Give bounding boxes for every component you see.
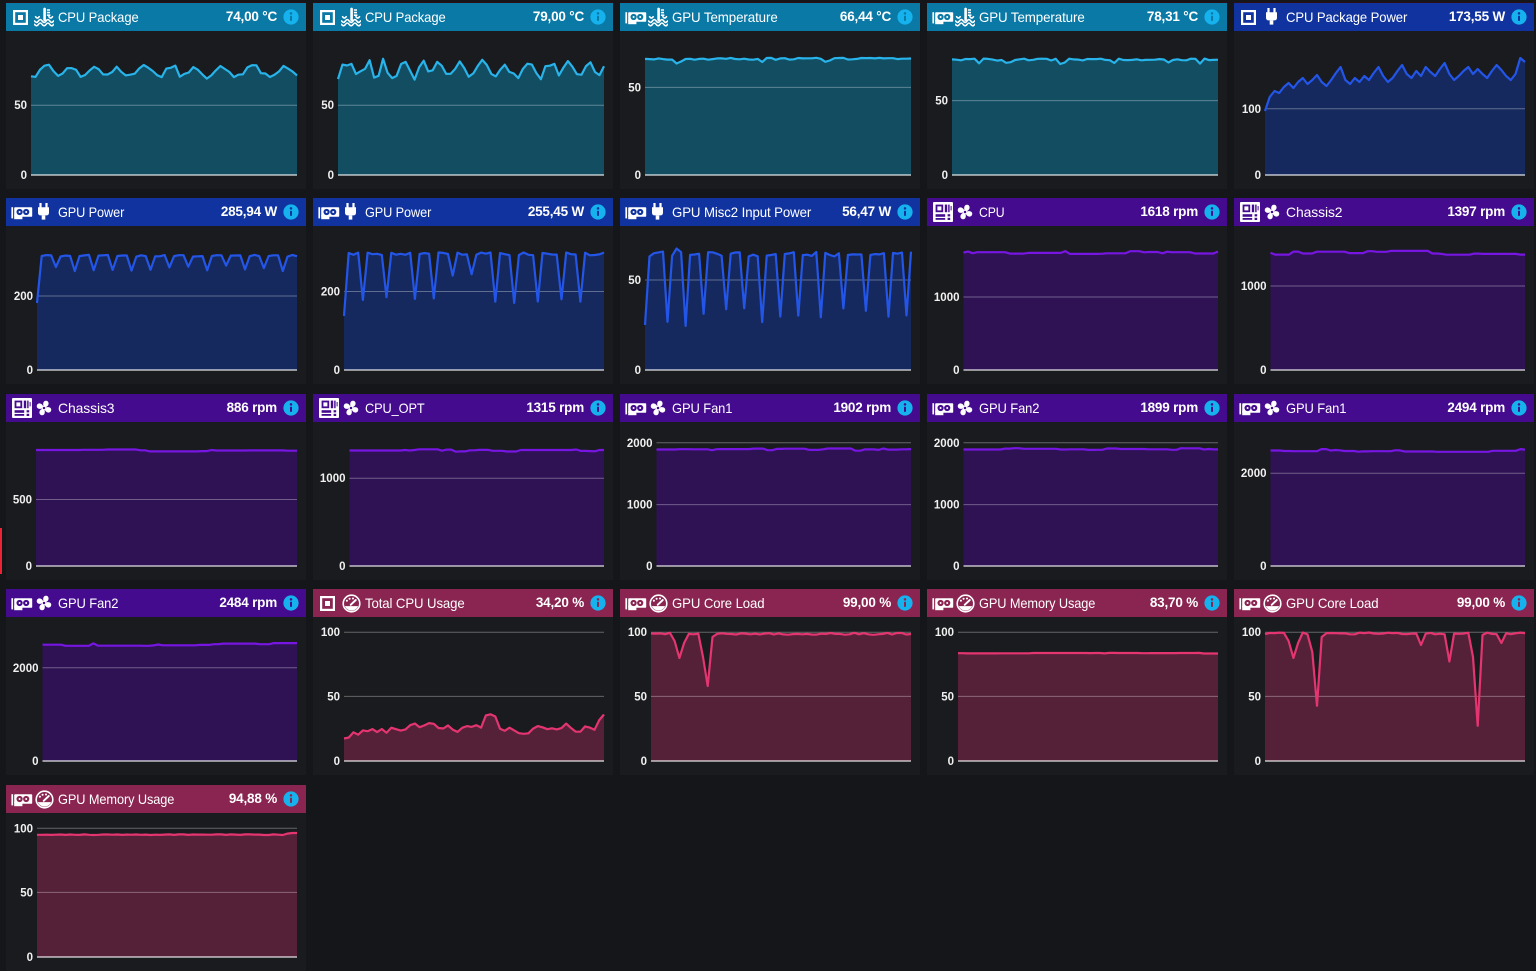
svg-text:2000: 2000 xyxy=(934,438,960,450)
svg-text:50: 50 xyxy=(321,100,334,112)
svg-text:0: 0 xyxy=(1255,170,1261,182)
svg-text:1000: 1000 xyxy=(627,500,653,512)
svg-text:100: 100 xyxy=(321,627,340,639)
svg-text:50: 50 xyxy=(941,691,954,703)
svg-text:2000: 2000 xyxy=(13,663,39,675)
svg-text:0: 0 xyxy=(32,756,38,768)
svg-text:0: 0 xyxy=(27,365,33,377)
svg-text:0: 0 xyxy=(26,561,32,573)
svg-text:50: 50 xyxy=(628,275,641,287)
svg-text:500: 500 xyxy=(13,495,32,507)
svg-text:100: 100 xyxy=(935,627,954,639)
svg-text:1000: 1000 xyxy=(934,292,960,304)
svg-text:0: 0 xyxy=(635,365,641,377)
svg-text:0: 0 xyxy=(339,561,345,573)
svg-text:100: 100 xyxy=(1242,104,1261,116)
svg-text:0: 0 xyxy=(1260,561,1266,573)
svg-text:0: 0 xyxy=(953,561,959,573)
svg-text:0: 0 xyxy=(1255,756,1261,768)
svg-text:50: 50 xyxy=(628,82,641,94)
svg-text:0: 0 xyxy=(641,756,647,768)
svg-text:1000: 1000 xyxy=(320,473,346,485)
svg-text:50: 50 xyxy=(634,691,647,703)
svg-text:0: 0 xyxy=(334,365,340,377)
svg-text:50: 50 xyxy=(14,100,27,112)
svg-text:100: 100 xyxy=(628,627,647,639)
svg-text:50: 50 xyxy=(935,96,948,108)
svg-text:200: 200 xyxy=(14,291,33,303)
svg-text:0: 0 xyxy=(334,756,340,768)
svg-text:1000: 1000 xyxy=(934,500,960,512)
svg-text:0: 0 xyxy=(328,170,334,182)
svg-text:0: 0 xyxy=(953,365,959,377)
svg-text:0: 0 xyxy=(635,170,641,182)
svg-text:0: 0 xyxy=(948,756,954,768)
svg-text:0: 0 xyxy=(21,170,27,182)
svg-text:1000: 1000 xyxy=(1241,281,1267,293)
svg-text:2000: 2000 xyxy=(627,438,653,450)
svg-text:0: 0 xyxy=(646,561,652,573)
svg-text:100: 100 xyxy=(14,823,33,835)
svg-text:2000: 2000 xyxy=(1241,468,1267,480)
svg-text:0: 0 xyxy=(1260,365,1266,377)
svg-text:0: 0 xyxy=(942,170,948,182)
svg-text:50: 50 xyxy=(327,691,340,703)
svg-text:50: 50 xyxy=(20,887,33,899)
svg-text:0: 0 xyxy=(27,952,33,964)
svg-text:100: 100 xyxy=(1242,627,1261,639)
svg-text:200: 200 xyxy=(321,287,340,299)
svg-text:50: 50 xyxy=(1248,691,1261,703)
